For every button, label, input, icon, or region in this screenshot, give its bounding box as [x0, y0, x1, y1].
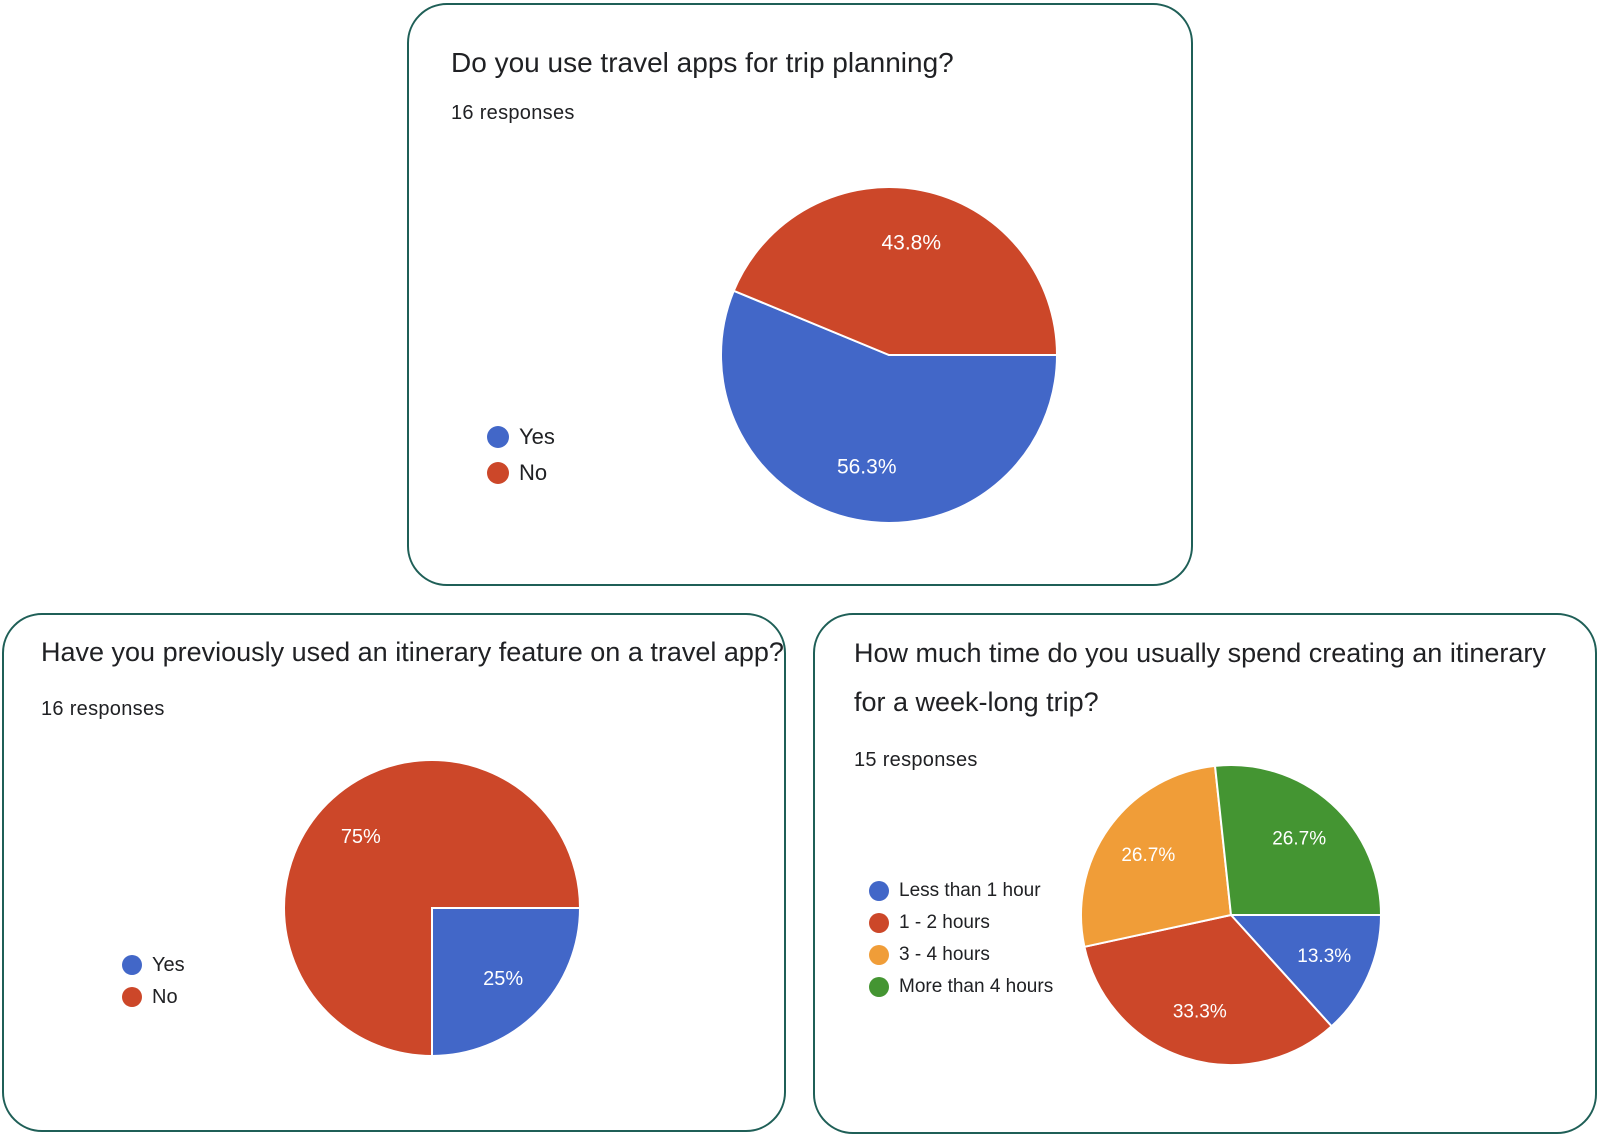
chart-card-travel-apps: Do you use travel apps for trip planning…	[407, 3, 1193, 586]
pie-slice-yes[interactable]	[720, 289, 1059, 524]
legend-swatch	[122, 987, 142, 1007]
pie-slice-label: 33.3%	[1173, 1002, 1227, 1023]
pie-slice-label: 25%	[483, 968, 523, 990]
legend-item-more-than-4-hours[interactable]: More than 4 hours	[869, 971, 1053, 1003]
pie-slice-label: 26.7%	[1272, 829, 1326, 850]
pie-slice-no[interactable]	[732, 186, 1059, 356]
pie-chart: 25% 75%	[283, 759, 582, 1058]
legend-label: Less than 1 hour	[899, 880, 1041, 901]
legend-label: More than 4 hours	[899, 976, 1054, 997]
pie-slice-label: 26.7%	[1121, 845, 1175, 866]
pie-slice-more-than-4-hours[interactable]	[1213, 764, 1383, 916]
legend-item-no[interactable]: No	[122, 981, 185, 1013]
legend-label: No	[519, 460, 548, 485]
legend-swatch	[487, 426, 509, 448]
pie-slice-label: 75%	[341, 826, 381, 848]
legend-item-3-4-hours[interactable]: 3 - 4 hours	[869, 939, 1053, 971]
chart-legend: Less than 1 hour 1 - 2 hours 3 - 4 hours…	[869, 875, 1053, 1003]
chart-title: Have you previously used an itinerary fe…	[41, 637, 784, 667]
pie-slice-3-4-hours[interactable]	[1080, 764, 1233, 948]
legend-swatch	[869, 881, 889, 901]
legend-swatch	[487, 462, 509, 484]
legend-label: 3 - 4 hours	[899, 944, 990, 965]
response-count: 16 responses	[451, 102, 575, 124]
legend-item-1-2-hours[interactable]: 1 - 2 hours	[869, 907, 1053, 939]
legend-swatch	[869, 913, 889, 933]
chart-legend: Yes No	[487, 419, 555, 491]
chart-title: How much time do you usually spend creat…	[854, 638, 1546, 717]
legend-label: 1 - 2 hours	[899, 912, 990, 933]
legend-label: Yes	[152, 953, 185, 976]
pie-slice-1-2-hours[interactable]	[1083, 913, 1334, 1066]
response-count: 16 responses	[41, 698, 165, 720]
pie-slice-less-than-1-hour[interactable]	[1228, 914, 1383, 1028]
pie-slice-label: 43.8%	[881, 231, 941, 254]
chart-legend: Yes No	[122, 949, 185, 1013]
pie-slice-label: 13.3%	[1297, 946, 1351, 967]
response-count: 15 responses	[854, 749, 978, 771]
legend-item-yes[interactable]: Yes	[122, 949, 185, 981]
legend-swatch	[869, 977, 889, 997]
chart-card-itinerary-time: How much time do you usually spend creat…	[813, 613, 1597, 1134]
pie-slice-yes[interactable]	[431, 907, 582, 1058]
pie-slice-no[interactable]	[283, 759, 582, 1058]
chart-title: Do you use travel apps for trip planning…	[451, 47, 954, 78]
chart-card-itinerary-feature: Have you previously used an itinerary fe…	[2, 613, 786, 1132]
legend-item-less-than-1-hour[interactable]: Less than 1 hour	[869, 875, 1053, 907]
legend-swatch	[869, 945, 889, 965]
legend-item-no[interactable]: No	[487, 455, 555, 491]
pie-chart: 13.3% 33.3% 26.7% 26.7%	[1080, 764, 1383, 1066]
legend-label: No	[152, 985, 178, 1008]
legend-label: Yes	[519, 424, 555, 449]
pie-slice-label: 56.3%	[837, 456, 897, 479]
pie-chart: 56.3% 43.8%	[720, 186, 1059, 524]
legend-swatch	[122, 955, 142, 975]
legend-item-yes[interactable]: Yes	[487, 419, 555, 455]
